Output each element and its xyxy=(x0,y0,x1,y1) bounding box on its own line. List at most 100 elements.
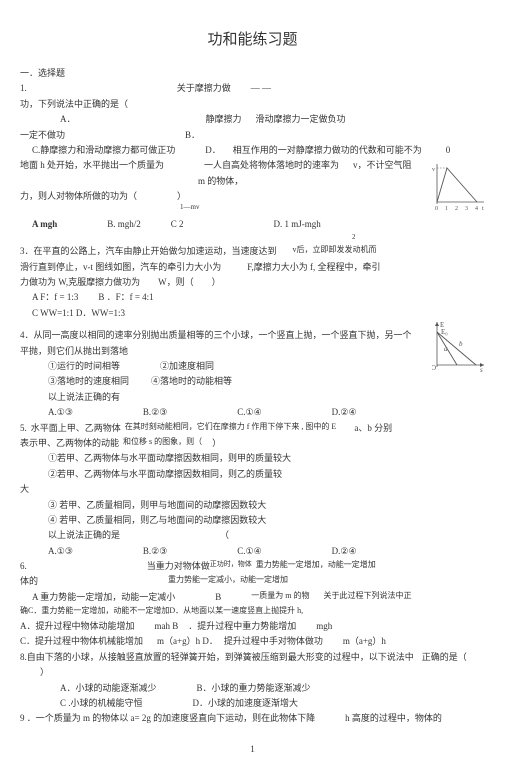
q4-l3: 以上说法正确的有 xyxy=(20,390,485,404)
q4-s4: ④落地时的动能相等 xyxy=(151,374,232,388)
q2-l1: 地面 h 处开始，水平抛出一个质量为 一人自高处将物体落地时的速率为 v，不计空… xyxy=(20,158,485,172)
q8-paren: ） xyxy=(20,665,485,679)
q3-opts2: C WW=1:1 D．WW=1:3 xyxy=(20,306,485,320)
q5-end: （ xyxy=(220,528,229,542)
q6-A-txt: A 重力势能一定增加，动能一定减小 xyxy=(32,590,175,604)
svg-text:4: 4 xyxy=(475,206,478,212)
q6-A2c: ．提升过程中重力势能增加 xyxy=(188,619,296,633)
svg-text:1: 1 xyxy=(445,206,448,212)
q3-l3: 力做功为 W,克服摩擦力做功为 W，则（ ） xyxy=(20,275,485,289)
q4-s3: ③落地时的速度相同 xyxy=(48,374,129,388)
q1-break: 一定不做功 xyxy=(20,128,65,142)
q3-A: A F：f = 1:3 xyxy=(32,290,78,304)
q6-t3: 体的 xyxy=(20,574,38,588)
svg-text:v: v xyxy=(432,167,435,173)
q4-l1: 4．从同一高度以相同的速率分别抛出质量相等的三个小球，一个竖直上抛，一个竖直下抛… xyxy=(20,328,485,342)
q2-D2: 2 xyxy=(20,232,485,243)
q2-c: v，不计空气阻 xyxy=(353,158,412,172)
q8-B: B．小球的重力势能逐渐减少 xyxy=(197,681,311,695)
q1-C: C.静摩擦力和滑动摩擦力都可做正功 xyxy=(20,143,175,157)
q6-t4: 重力势能一定减小，动能一定增加 xyxy=(168,574,288,588)
svg-text:0: 0 xyxy=(435,206,438,212)
q2-opts: A mgh B. mgh/2 C 2 D. 1 mJ-mgh xyxy=(20,217,485,231)
q3-l2b: F,摩擦力大小为 f, 全程程中，牵引 xyxy=(247,260,380,274)
q4-l2: 平抛，则它们从抛出到落地 xyxy=(20,344,485,358)
q1-zero: 0 xyxy=(446,143,451,157)
page-title: 功和能练习题 xyxy=(20,28,485,52)
fig-velocity-graph: v 0 1 2 3 4 t xyxy=(432,162,487,212)
q2-l4: 1—mv xyxy=(20,205,485,216)
q6-l2: 体的 重力势能一定减小，动能一定增加 xyxy=(20,574,485,588)
q1-D: D． xyxy=(205,143,221,157)
q8-C: C .小球的机械能守恒 xyxy=(60,696,143,710)
q8-D: D．小球的加速度逐渐增大 xyxy=(193,696,299,710)
q4-sub12: ①运行的时间相等 ②加速度相同 xyxy=(20,359,485,373)
q1-A-t3: 滑动摩擦力一定做负功 xyxy=(256,112,346,126)
q8-l1: 8.自由下落的小球，从接触竖直放置的轻弹簧开始，到弹簧被压缩到最大形变的过程中，… xyxy=(20,650,485,664)
q6-A2-txt: A．提升过程中物体动能增加 xyxy=(20,619,135,633)
q2-b: 一人自高处将物体落地时的速率为 xyxy=(204,158,339,172)
q5-l1b: 在其时刻动能相同，它们在摩擦力 f 作用下停下来 , 图中的 E xyxy=(125,421,337,435)
q6-C2b: m（a+g）h D． xyxy=(157,634,218,648)
fig-energy-graph: E E₀ a b O s xyxy=(432,320,487,372)
q6-A: A 重力势能一定增加，动能一定减小 B 一质量为 m 的物 关于此过程下列说法中… xyxy=(20,590,485,604)
q3-l3b: W，则（ xyxy=(158,275,194,289)
q1-dash: — — xyxy=(251,81,271,95)
q6-t2: 重力势能一定增加，动能一定增加 xyxy=(256,559,376,573)
page-number: 1 xyxy=(20,742,485,756)
q1-line3: A． 静摩擦力 滑动摩擦力一定做负功 xyxy=(20,112,485,126)
q6-C2c: 提升过程中手对物体做功 xyxy=(224,634,323,648)
q5-l2a: 表示甲、乙两物体的动能 xyxy=(20,436,119,450)
q2-e: 力，则人对物体所做的功为（ xyxy=(20,189,137,203)
q2-l2: m 的物体， xyxy=(20,174,485,188)
q4-C: C.①④ xyxy=(237,405,261,419)
q5-s3: ③ 若甲、乙质量相同，则甲与地面间的动摩擦因数较大 xyxy=(20,498,485,512)
q6-A2: A．提升过程中物体动能增加 mah B ．提升过程中重力势能增加 mgh xyxy=(20,619,485,633)
q6-ex1: 一质量为 m 的物 xyxy=(251,590,309,604)
q2-D: D. 1 mJ-mgh xyxy=(274,217,321,231)
svg-text:2: 2 xyxy=(455,206,458,212)
q1-A-t2: 静摩擦力 xyxy=(206,112,242,126)
q3-l2a: 滑行直到停止，v-t 图线如图，汽车的牵引力大小为 xyxy=(20,260,221,274)
q5-l1c: a、b 分别 xyxy=(354,421,392,435)
q1-line4: 一定不做功 B． xyxy=(20,128,485,142)
q1-line1: 1. 关于摩擦力做 — — xyxy=(20,81,485,95)
q4-sub34: ③落地时的速度相同 ④落地时的动能相等 xyxy=(20,374,485,388)
q5-B: B.②③ xyxy=(143,544,167,558)
q1-D-txt: 相互作用的一对静摩擦力做功的代数和可能不为 xyxy=(233,143,422,157)
q5-optlbl: 以上说法正确的是 xyxy=(48,528,120,542)
q8-A: A．小球的动能逐渐减少 xyxy=(60,681,157,695)
q6-l1: 6. 当重力对物体做 正功时，物体 重力势能一定增加，动能一定增加 xyxy=(20,559,485,573)
q8-opts2: C .小球的机械能守恒 D．小球的加速度逐渐增大 xyxy=(20,696,485,710)
q5-D: D.②④ xyxy=(332,544,357,558)
svg-text:E₀: E₀ xyxy=(441,328,448,336)
q3-l2: 滑行直到停止，v-t 图线如图，汽车的牵引力大小为 F,摩擦力大小为 f, 全程… xyxy=(20,260,485,274)
q3-opts1: A F：f = 1:3 B ．F：f = 4:1 xyxy=(20,290,485,304)
q1-tail: 关于摩擦力做 xyxy=(177,81,231,95)
q5-opts: A.①③ B.②③ C.①④ D.②④ xyxy=(20,544,485,558)
svg-text:b: b xyxy=(459,340,463,348)
q5-l1a: 水平面上甲、乙两物体 xyxy=(31,421,121,435)
q5-optline: 以上说法正确的是 （ xyxy=(20,528,485,542)
q6-C2: C．提升过程中物体机械能增加 m（a+g）h D． 提升过程中手对物体做功 m（… xyxy=(20,634,485,648)
q4-D: D.②④ xyxy=(332,405,357,419)
q5-l2b: 和位移 s 的图象，则（ xyxy=(123,436,202,450)
q2-C: C 2 xyxy=(171,217,184,231)
q4-B: B.②③ xyxy=(143,405,167,419)
svg-text:3: 3 xyxy=(465,206,468,212)
q2-B: B. mgh/2 xyxy=(107,217,141,231)
q4-opts: A.①③ B.②③ C.①④ D.②④ xyxy=(20,405,485,419)
q8b: 正确的是（ xyxy=(422,650,467,664)
q6-t1b: 正功时，物体 xyxy=(210,559,252,573)
q2-d: m 的物体， xyxy=(198,174,243,188)
q5-s2: ②若甲、乙两物体与水平面动摩擦因数相同，则乙的质量较 xyxy=(20,467,485,481)
q6-t1: 当重力对物体做 xyxy=(147,559,210,573)
svg-text:O: O xyxy=(432,364,436,372)
q8-txt: 8.自由下落的小球，从接触竖直放置的轻弹簧开始，到弹簧被压缩到最大形变的过程中，… xyxy=(20,650,414,664)
q1-line2: 功，下列说法中正确的是（ xyxy=(20,97,485,111)
section-heading: 一．选择题 xyxy=(20,66,485,80)
q5-A: A.①③ xyxy=(48,544,73,558)
q4-s1: ①运行的时间相等 xyxy=(48,359,120,373)
q5-num: 5. xyxy=(20,421,27,435)
q3-l1: 3．在平直的公路上，汽车由静止开始做匀加速运动，当速度达到 v后，立即卸发发动机… xyxy=(20,244,485,258)
